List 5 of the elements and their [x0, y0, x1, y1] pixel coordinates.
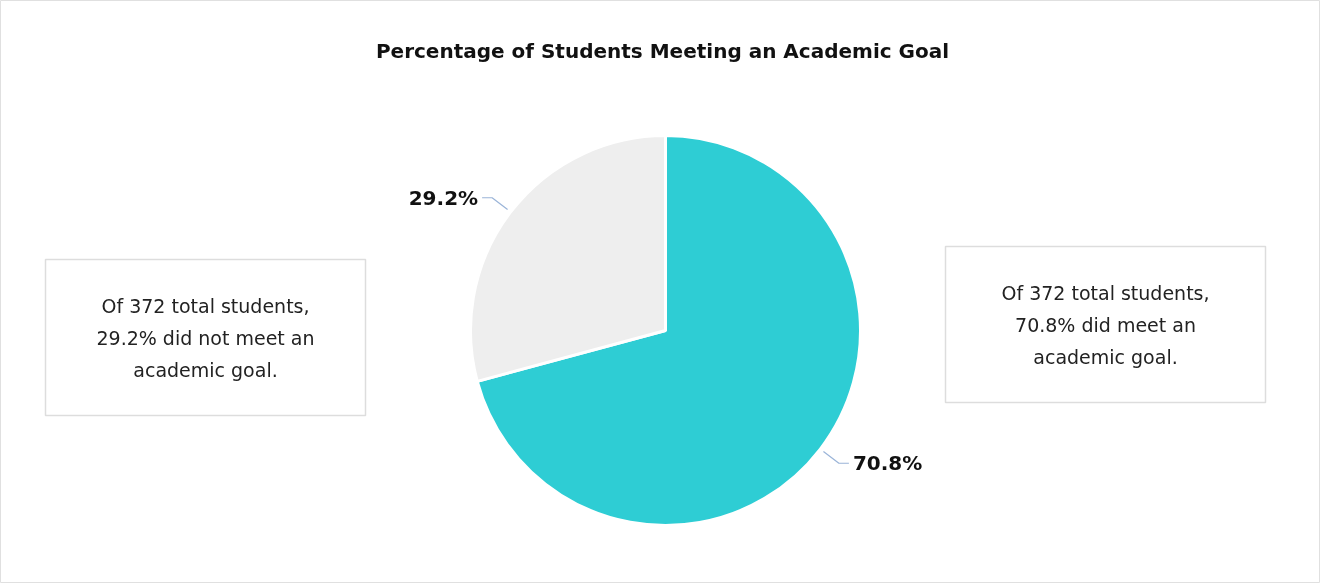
data-label: 29.2%	[408, 185, 479, 210]
chart-title: Percentage of Students Meeting an Academic Goal	[375, 38, 950, 63]
text: Of 372 total students, 70.8% did meet an academic goal.	[1001, 281, 1210, 368]
data-label: 70.8%	[852, 451, 923, 476]
text: Of 372 total students, 29.2% did not meet an academic goal.	[96, 294, 315, 381]
